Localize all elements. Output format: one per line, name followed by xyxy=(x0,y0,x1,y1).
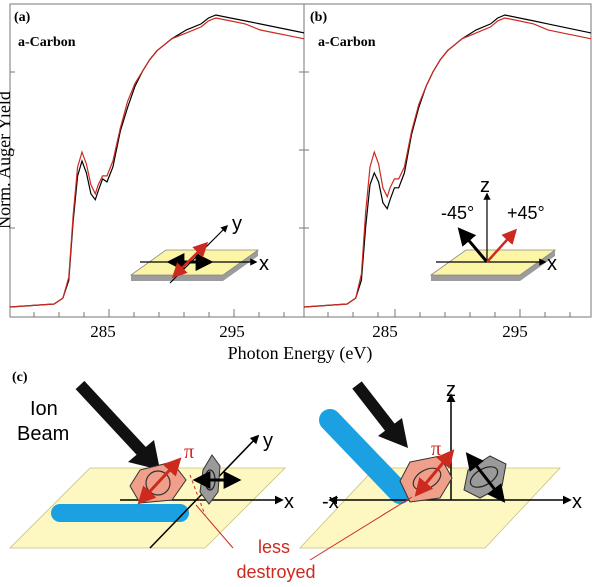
inset-b-plus45-label: +45° xyxy=(507,203,545,223)
inset-a-y-label: y xyxy=(232,213,242,235)
right-z-label: z xyxy=(446,379,456,401)
left-y-label: y xyxy=(263,430,273,452)
less-destroyed-line1: less xyxy=(258,537,290,557)
inset-a: y x xyxy=(129,213,269,284)
panel-c-label: (c) xyxy=(12,370,28,385)
curves-panel-a xyxy=(9,14,305,308)
inset-b-x-label: x xyxy=(547,253,557,275)
ion-beam-label-line1: Ion xyxy=(30,398,58,420)
panel-a-label: (a) xyxy=(14,10,31,25)
inset-a-plane-side xyxy=(131,250,258,281)
right-red-pointer xyxy=(309,496,413,561)
right-minus-x-label: -x xyxy=(322,491,339,513)
left-red-arrow xyxy=(137,457,182,505)
curves-panel-b xyxy=(303,14,592,308)
left-x-label: x xyxy=(284,491,294,513)
inset-b-black-arrow xyxy=(457,227,489,263)
less-destroyed-line2: destroyed xyxy=(236,562,315,582)
right-ion-beam-arrow xyxy=(352,381,397,434)
ion-beam-label-line2: Beam xyxy=(17,423,69,445)
right-blue-beam xyxy=(319,409,411,504)
panel-c: (c) Ion Beam y x π z -x x π xyxy=(9,370,582,582)
panel-b-frame xyxy=(303,3,592,318)
right-ion-beam-arrowhead xyxy=(378,418,408,448)
x-ticks xyxy=(33,309,571,317)
right-red-arrow xyxy=(414,449,455,497)
inset-b-plane-side xyxy=(431,250,555,281)
left-red-pointer xyxy=(195,504,234,549)
x-tick-label-a-295: 295 xyxy=(219,322,245,341)
right-pi-label: π xyxy=(431,438,441,460)
inset-b-red-arrow xyxy=(486,228,518,263)
y-axis-label: Norm. Auger Yield xyxy=(0,91,14,229)
x-tick-label-b-295: 295 xyxy=(502,322,528,341)
panel-b-label: (b) xyxy=(310,10,327,25)
y-ticks xyxy=(10,71,309,229)
sample-label-a: a-Carbon xyxy=(18,35,76,50)
right-black-arrow xyxy=(465,452,506,503)
inset-b-z-label: z xyxy=(480,175,490,197)
sample-label-b: a-Carbon xyxy=(318,35,376,50)
inset-a-red-arrow xyxy=(171,241,209,279)
left-pi-label: π xyxy=(184,441,194,463)
inset-a-x-label: x xyxy=(259,253,269,275)
inset-b: z -45° +45° x xyxy=(429,175,557,281)
inset-b-minus45-label: -45° xyxy=(441,203,474,223)
x-axis-label: Photon Energy (eV) xyxy=(228,343,373,364)
series-red-panel-b xyxy=(303,17,592,308)
x-tick-label-a-285: 285 xyxy=(90,322,116,341)
left-ion-beam-arrow xyxy=(75,380,150,460)
series-red-panel-a xyxy=(9,17,305,308)
x-tick-label-b-285: 285 xyxy=(372,322,398,341)
series-black-panel-a xyxy=(9,14,305,308)
left-dashed-pointer xyxy=(189,474,206,516)
right-x-label: x xyxy=(572,491,582,513)
